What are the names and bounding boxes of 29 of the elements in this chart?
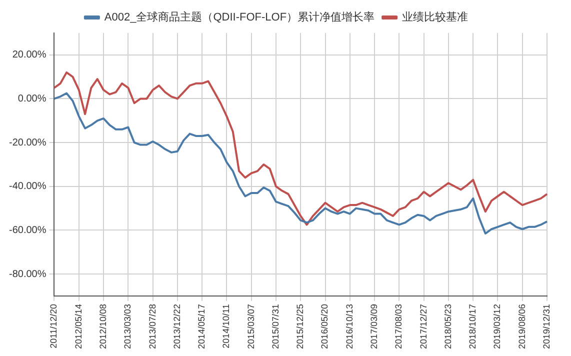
y-tick-label: 0.00% — [18, 93, 46, 104]
x-tick-label: 2018/10/17 — [468, 304, 478, 350]
x-tick-label: 2016/05/20 — [320, 304, 330, 350]
x-tick-label: 2012/10/08 — [98, 304, 108, 350]
x-tick-label: 2015/12/25 — [295, 304, 306, 350]
x-tick-label: 2011/12/20 — [48, 304, 59, 348]
x-tick-label: 2015/03/07 — [246, 304, 256, 350]
x-tick-label: 2019/12/31 — [541, 304, 552, 350]
x-tick-label: 2013/12/22 — [172, 304, 182, 350]
x-tick-label: 2017/08/03 — [394, 304, 404, 350]
y-tick-label: -20.00% — [8, 137, 46, 148]
x-tick-label: 2014/10/11 — [221, 304, 232, 348]
legend-label: 业绩比较基准 — [402, 10, 468, 24]
x-tick-label: 2018/05/23 — [442, 304, 453, 350]
x-tick-label: 2013/07/28 — [147, 304, 158, 350]
x-tick-label: 2015/07/31 — [270, 304, 280, 350]
x-tick-label: 2019/03/12 — [492, 304, 502, 350]
y-tick-label: 20.00% — [12, 50, 46, 61]
y-tick-label: -60.00% — [8, 224, 46, 236]
x-tick-label: 2017/12/27 — [418, 304, 428, 350]
x-tick-label: 2017/03/09 — [369, 304, 380, 350]
x-tick-label: 2019/08/06 — [516, 304, 527, 350]
y-tick-label: -40.00% — [8, 181, 46, 192]
x-tick-label: 2016/10/13 — [344, 304, 354, 350]
legend-label: A002_全球商品主题（QDII-FOF-LOF）累计净值增长率 — [104, 10, 375, 24]
y-tick-label: -80.00% — [8, 268, 46, 280]
x-tick-label: 2014/05/17 — [196, 304, 207, 350]
x-tick-label: 2013/03/03 — [122, 304, 133, 350]
x-tick-label: 2012/05/14 — [73, 304, 84, 350]
